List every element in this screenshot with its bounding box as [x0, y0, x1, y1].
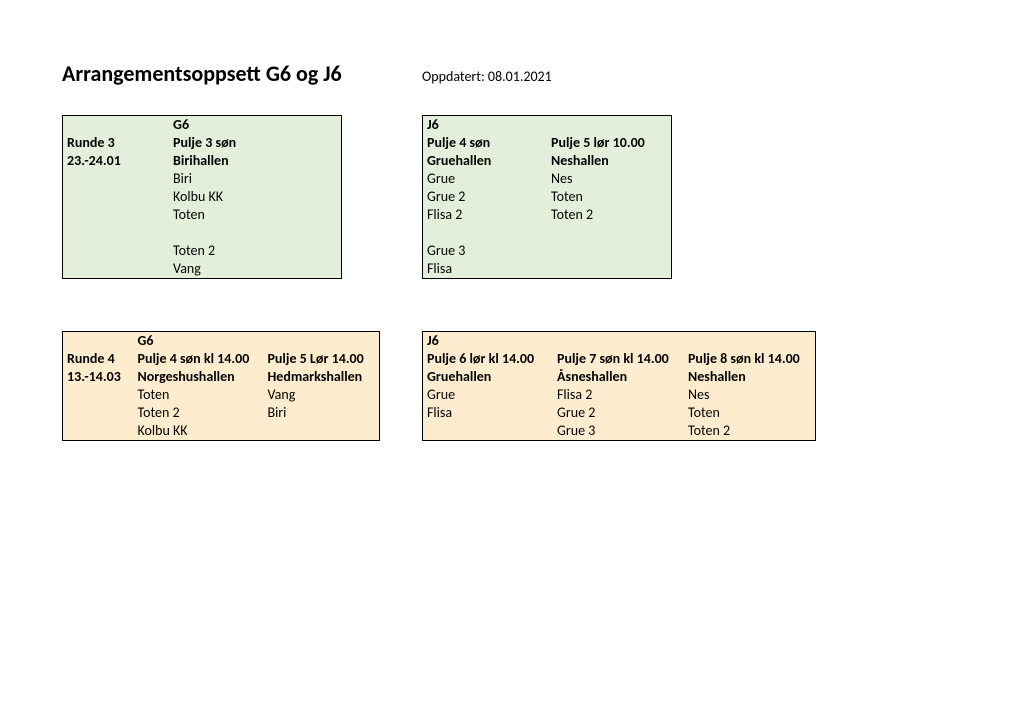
- hall: Gruehallen: [423, 152, 547, 170]
- title-row: Arrangementsoppsett G6 og J6 Oppdatert: …: [62, 60, 958, 87]
- team: [547, 260, 671, 278]
- hall: Neshallen: [684, 368, 815, 386]
- team: [423, 422, 553, 440]
- team: Grue 2: [553, 404, 684, 422]
- team: Kolbu KK: [169, 188, 341, 206]
- team: Vang: [263, 386, 379, 404]
- pulje-header: Pulje 4 søn: [423, 134, 547, 152]
- j6-label: J6: [423, 116, 547, 134]
- team: Nes: [547, 170, 671, 188]
- g6-label: G6: [169, 116, 341, 134]
- team: Toten 2: [684, 422, 815, 440]
- hall: Birihallen: [169, 152, 341, 170]
- team: Toten: [134, 386, 264, 404]
- g6-label: G6: [134, 332, 264, 350]
- team: [423, 224, 547, 242]
- team: Toten 2: [547, 206, 671, 224]
- j6-label: J6: [423, 332, 553, 350]
- round4-row: G6 Runde 4 Pulje 4 søn kl 14.00 Pulje 5 …: [62, 331, 958, 441]
- round3-g6-box: G6 Runde 3 Pulje 3 søn 23.-24.01 Birihal…: [62, 115, 342, 279]
- team: Flisa: [423, 260, 547, 278]
- hall: Norgeshushallen: [134, 368, 264, 386]
- team: [169, 224, 341, 242]
- team: Toten 2: [169, 242, 341, 260]
- round3-g6-table: G6 Runde 3 Pulje 3 søn 23.-24.01 Birihal…: [63, 116, 341, 278]
- pulje-header: Pulje 4 søn kl 14.00: [134, 350, 264, 368]
- team: Toten: [169, 206, 341, 224]
- page: Arrangementsoppsett G6 og J6 Oppdatert: …: [0, 0, 1020, 441]
- team: Grue: [423, 386, 553, 404]
- page-title: Arrangementsoppsett G6 og J6: [62, 60, 422, 87]
- round4-date: 13.-14.03: [63, 368, 134, 386]
- hall: Hedmarkshallen: [263, 368, 379, 386]
- round3-j6-table: J6 Pulje 4 søn Pulje 5 lør 10.00 Gruehal…: [423, 116, 671, 278]
- round3-j6-box: J6 Pulje 4 søn Pulje 5 lør 10.00 Gruehal…: [422, 115, 672, 279]
- team: Toten: [684, 404, 815, 422]
- round4-label: Runde 4: [63, 350, 134, 368]
- round3-row: G6 Runde 3 Pulje 3 søn 23.-24.01 Birihal…: [62, 115, 958, 279]
- team: Nes: [684, 386, 815, 404]
- pulje-header: Pulje 5 lør 10.00: [547, 134, 671, 152]
- rounds-container: G6 Runde 3 Pulje 3 søn 23.-24.01 Birihal…: [62, 115, 958, 441]
- team: Grue: [423, 170, 547, 188]
- hall: Gruehallen: [423, 368, 553, 386]
- team: Vang: [169, 260, 341, 278]
- team: Toten: [547, 188, 671, 206]
- pulje-header: Pulje 8 søn kl 14.00: [684, 350, 815, 368]
- round4-j6-box: J6 Pulje 6 lør kl 14.00 Pulje 7 søn kl 1…: [422, 331, 816, 441]
- team: [263, 422, 379, 440]
- pulje-header: Pulje 5 Lør 14.00: [263, 350, 379, 368]
- team: Flisa: [423, 404, 553, 422]
- team: Grue 3: [423, 242, 547, 260]
- team: Biri: [263, 404, 379, 422]
- team: Grue 2: [423, 188, 547, 206]
- team: Kolbu KK: [134, 422, 264, 440]
- team: [547, 242, 671, 260]
- pulje-header: Pulje 3 søn: [169, 134, 341, 152]
- pulje-header: Pulje 6 lør kl 14.00: [423, 350, 553, 368]
- team: Grue 3: [553, 422, 684, 440]
- team: Flisa 2: [423, 206, 547, 224]
- team: Flisa 2: [553, 386, 684, 404]
- team: Toten 2: [134, 404, 264, 422]
- hall: Åsneshallen: [553, 368, 684, 386]
- round4-g6-table: G6 Runde 4 Pulje 4 søn kl 14.00 Pulje 5 …: [63, 332, 379, 440]
- round4-j6-table: J6 Pulje 6 lør kl 14.00 Pulje 7 søn kl 1…: [423, 332, 815, 440]
- round3-date: 23.-24.01: [63, 152, 169, 170]
- round3-label: Runde 3: [63, 134, 169, 152]
- round4-g6-box: G6 Runde 4 Pulje 4 søn kl 14.00 Pulje 5 …: [62, 331, 380, 441]
- hall: Neshallen: [547, 152, 671, 170]
- team: Biri: [169, 170, 341, 188]
- team: [547, 224, 671, 242]
- pulje-header: Pulje 7 søn kl 14.00: [553, 350, 684, 368]
- updated-label: Oppdatert: 08.01.2021: [422, 68, 552, 85]
